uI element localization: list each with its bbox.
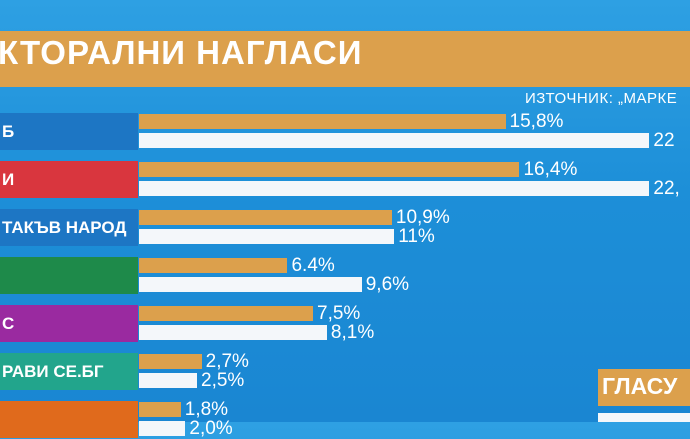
value-label-series1-4: 7,5% xyxy=(317,303,361,324)
bar-series1-4 xyxy=(139,306,313,321)
bar-series1-2 xyxy=(139,210,392,225)
bar-series2-5 xyxy=(139,373,197,388)
bar-series2-6 xyxy=(139,421,186,436)
side-panel-box xyxy=(598,369,690,406)
bar-series1-3 xyxy=(139,258,288,273)
party-label-0: Б xyxy=(0,113,138,150)
value-label-series1-0: 15,8% xyxy=(509,111,564,132)
party-label-5: РАВИ СЕ.БГ xyxy=(0,353,138,390)
bar-series2-2 xyxy=(139,229,395,244)
party-label-3 xyxy=(0,257,138,294)
bar-series1-6 xyxy=(139,402,181,417)
party-label-4: С xyxy=(0,305,138,342)
bar-series2-0 xyxy=(139,133,650,148)
value-label-series1-3: 6.4% xyxy=(291,255,335,276)
side-panel-label: ГЛАСУ xyxy=(602,373,678,399)
value-label-series2-2: 11% xyxy=(398,226,435,247)
side-panel-strip xyxy=(598,413,690,422)
party-label-1: И xyxy=(0,161,138,198)
chart-title: КТОРАЛНИ НАГЛАСИ xyxy=(0,34,363,71)
party-label-6 xyxy=(0,401,138,438)
value-label-series1-6: 1,8% xyxy=(184,399,229,420)
bar-series2-3 xyxy=(139,277,362,292)
value-label-series1-1: 16,4% xyxy=(523,159,578,180)
value-label-series2-5: 2,5% xyxy=(201,370,245,391)
party-label-2: ТАКЪВ НАРОД xyxy=(0,209,138,246)
value-label-series2-1: 22, xyxy=(653,178,680,199)
bar-series1-0 xyxy=(139,114,506,129)
bar-series1-1 xyxy=(139,162,520,177)
title-bar xyxy=(0,31,690,87)
value-label-series2-3: 9,6% xyxy=(365,274,410,295)
bar-series2-4 xyxy=(139,325,327,340)
bar-series2-1 xyxy=(139,181,650,196)
source-label: ИЗТОЧНИК: „МАРКЕ xyxy=(525,90,678,107)
value-label-series1-2: 10,9% xyxy=(395,207,450,228)
value-label-series2-4: 8,1% xyxy=(330,322,375,343)
bar-series1-5 xyxy=(139,354,202,369)
value-label-series2-0: 22 xyxy=(653,130,675,151)
value-label-series1-5: 2,7% xyxy=(205,351,249,372)
